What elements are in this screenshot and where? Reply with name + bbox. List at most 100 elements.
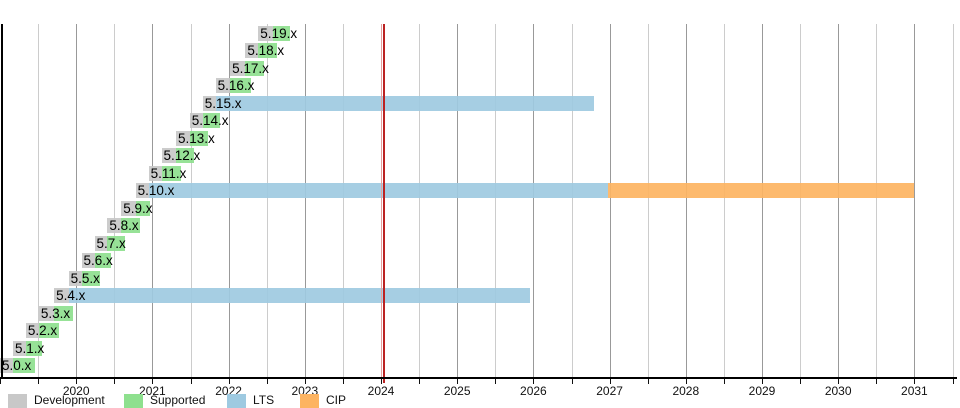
development-segment <box>13 340 26 356</box>
development-segment <box>176 130 190 146</box>
year-tick-label: 2026 <box>520 384 547 398</box>
axis-tick <box>76 379 78 384</box>
year-gridline <box>533 24 535 377</box>
version-label: 5.9.x <box>123 200 153 216</box>
legend-item-lts: LTS <box>227 393 274 408</box>
supported-segment <box>38 323 59 338</box>
axis-tick <box>647 379 649 384</box>
development-segment <box>230 60 246 76</box>
supported-segment <box>107 235 125 251</box>
year-tick-label: 2028 <box>672 384 700 398</box>
supported-segment <box>94 253 112 268</box>
version-label: 5.7.x <box>96 235 126 251</box>
version-label: 5.15.x <box>204 95 242 111</box>
half-year-gridline <box>190 24 192 377</box>
half-year-gridline <box>647 24 649 377</box>
legend-item-development: Development <box>8 393 105 408</box>
development-segment <box>148 165 162 181</box>
axis-tick <box>381 379 382 384</box>
axis-tick <box>152 379 154 384</box>
x-axis-line <box>0 377 957 379</box>
legend-label-cip: CIP <box>326 393 347 407</box>
axis-tick <box>190 379 192 384</box>
lts-segment <box>68 288 531 303</box>
version-label: 5.16.x <box>217 78 255 93</box>
year-tick-label: 2021 <box>139 384 166 398</box>
version-label: 5.11.x <box>150 165 187 181</box>
year-gridline <box>914 24 916 377</box>
axis-tick <box>114 379 116 384</box>
lts-segment <box>148 183 609 198</box>
axis-tick <box>533 379 535 384</box>
version-label: 5.2.x <box>27 323 58 338</box>
development-segment <box>81 253 95 268</box>
half-year-gridline <box>495 24 497 377</box>
supported-segment <box>272 25 291 41</box>
version-label: 5.6.x <box>83 253 113 268</box>
axis-tick <box>495 379 497 384</box>
axis-tick <box>800 379 802 384</box>
axis-tick <box>685 379 687 384</box>
version-label: 5.14.x <box>191 113 229 128</box>
year-gridline <box>685 24 687 377</box>
supported-segment <box>161 165 182 181</box>
axis-tick <box>228 379 230 384</box>
legend-label-supported: Supported <box>150 393 206 407</box>
development-swatch <box>8 393 27 408</box>
development-segment <box>0 358 13 373</box>
axis-tick <box>571 379 573 384</box>
axis-tick <box>419 379 421 384</box>
year-tick-label: 2027 <box>596 384 623 398</box>
year-tick-label: 2029 <box>748 384 776 398</box>
half-year-gridline <box>419 24 421 377</box>
axis-tick <box>457 379 459 384</box>
year-gridline <box>381 24 382 377</box>
half-year-gridline <box>876 24 878 377</box>
half-year-gridline <box>723 24 725 377</box>
development-segment <box>189 113 203 128</box>
supported-segment <box>54 305 74 321</box>
year-gridline <box>76 24 78 377</box>
axis-tick <box>266 379 268 384</box>
year-gridline <box>228 24 230 377</box>
lts-segment <box>215 95 594 111</box>
version-label: 5.1.x <box>15 340 45 356</box>
axis-tick <box>876 379 878 384</box>
development-segment <box>107 218 122 233</box>
year-tick-label: 2024 <box>367 384 395 398</box>
half-year-gridline <box>266 24 268 377</box>
year-tick-label: 2025 <box>443 384 471 398</box>
half-year-gridline <box>571 24 573 377</box>
version-label: 5.12.x <box>163 148 201 163</box>
supported-segment <box>25 340 42 356</box>
axis-tick <box>38 379 40 384</box>
supported-segment <box>176 148 195 163</box>
axis-tick <box>723 379 725 384</box>
axis-tick <box>0 379 1 384</box>
year-tick-label: 2030 <box>824 384 852 398</box>
today-line <box>382 24 385 383</box>
axis-tick <box>609 379 611 384</box>
supported-segment <box>121 218 141 233</box>
half-year-gridline <box>952 24 954 377</box>
supported-segment <box>189 130 208 146</box>
supported-segment <box>81 270 100 286</box>
version-label: 5.5.x <box>70 270 100 286</box>
development-segment <box>161 148 176 163</box>
development-segment <box>202 95 216 111</box>
development-segment <box>215 78 231 93</box>
year-tick-label: 2031 <box>901 384 928 398</box>
version-label: 5.13.x <box>178 130 215 146</box>
development-segment <box>54 288 69 303</box>
year-gridline <box>762 24 763 377</box>
half-year-gridline <box>38 24 40 377</box>
year-gridline <box>152 24 154 377</box>
development-segment <box>25 323 39 338</box>
development-segment <box>258 25 273 41</box>
year-gridline <box>304 24 306 377</box>
legend-label-lts: LTS <box>253 393 275 407</box>
today-line-halo <box>380 24 382 383</box>
legend-item-cip: CIP <box>300 393 346 408</box>
development-segment <box>245 43 259 58</box>
